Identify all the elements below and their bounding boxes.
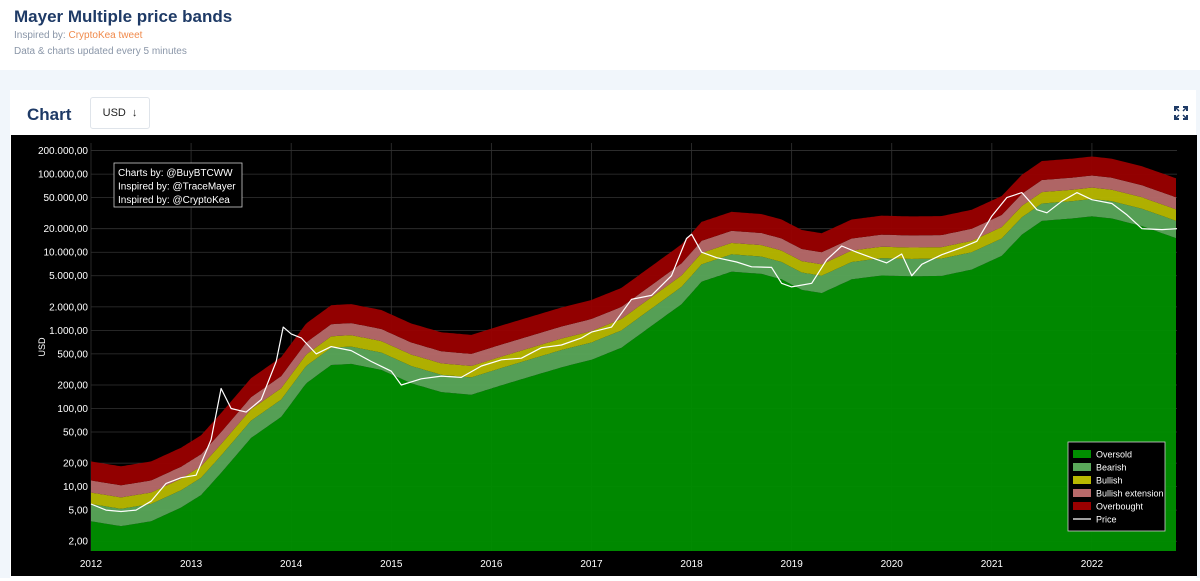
legend-label: Oversold [1096, 450, 1132, 460]
y-tick-label: 500,00 [57, 349, 88, 360]
chart-card-title: Chart [27, 105, 72, 124]
y-tick-label: 20.000,00 [44, 224, 89, 235]
annotation-line: Inspired by: @TraceMayer [118, 182, 236, 193]
x-tick-label: 2022 [1081, 559, 1104, 570]
page-title: Mayer Multiple price bands [14, 7, 233, 26]
legend-swatch [1073, 463, 1091, 471]
y-tick-label: 10,00 [63, 482, 88, 493]
currency-value: USD [102, 107, 126, 119]
inspired-by-line: Inspired by: CryptoKea tweet [14, 30, 142, 41]
legend: Oversold Bearish Bullish Bullish extension O… [1067, 441, 1166, 532]
legend-swatch [1073, 476, 1091, 484]
y-tick-label: 2,00 [69, 537, 89, 548]
x-tick-label: 2012 [80, 559, 103, 570]
inspired-by-prefix: Inspired by: [14, 30, 69, 41]
y-tick-label: 50,00 [63, 428, 88, 439]
x-tick-label: 2020 [881, 559, 904, 570]
x-tick-label: 2018 [680, 559, 703, 570]
y-tick-label: 5.000,00 [49, 271, 88, 282]
y-tick-label: 200,00 [57, 380, 88, 391]
y-tick-label: 100,00 [57, 404, 88, 415]
arrow-down-icon: ↓ [131, 107, 138, 119]
overbought-band [91, 156, 1176, 486]
legend-label: Bearish [1096, 463, 1127, 473]
oversold-band [91, 216, 1176, 552]
bearish-band [91, 199, 1176, 527]
price-line [90, 192, 1178, 513]
bullish-band [91, 187, 1176, 509]
y-tick-label: 2.000,00 [49, 302, 88, 313]
x-tick-label: 2019 [781, 559, 804, 570]
legend-swatch [1073, 450, 1091, 458]
y-tick-label: 10.000,00 [44, 248, 89, 259]
update-frequency-note: Data & charts updated every 5 minutes [14, 46, 187, 57]
y-tick-label: 1.000,00 [49, 326, 88, 337]
chart-svg: 2,00 5,00 10,00 20,00 50,00 100,00 200,00 500,0… [37, 143, 1178, 570]
x-tick-label: 2014 [280, 559, 303, 570]
legend-label: Bullish extension [1096, 489, 1164, 499]
y-tick-label: 5,00 [69, 506, 89, 517]
y-axis: 2,00 5,00 10,00 20,00 50,00 100,00 200,00 500,0… [38, 146, 88, 548]
y-tick-label: 200.000,00 [38, 146, 88, 157]
page-header: Mayer Multiple price bands Inspired by: … [0, 0, 1200, 70]
mayer-multiple-chart: 2,00 5,00 10,00 20,00 50,00 100,00 200,00 500,0… [11, 135, 1197, 576]
price-layer [90, 192, 1178, 513]
y-axis-label: USD [37, 337, 47, 357]
y-tick-label: 20,00 [63, 459, 88, 470]
x-tick-label: 2016 [480, 559, 503, 570]
bullish-extension-band [91, 175, 1176, 498]
bands [91, 156, 1176, 552]
legend-swatch [1073, 502, 1091, 510]
y-tick-label: 100.000,00 [38, 170, 88, 181]
x-tick-label: 2017 [580, 559, 603, 570]
chart-annotation: Charts by: @BuyBTCWW Inspired by: @TraceM… [113, 162, 243, 208]
legend-label: Overbought [1096, 502, 1144, 512]
fullscreen-icon[interactable] [1174, 106, 1188, 120]
y-tick-label: 50.000,00 [44, 193, 89, 204]
x-tick-label: 2013 [180, 559, 203, 570]
annotation-line: Inspired by: @CryptoKea [118, 195, 230, 206]
x-tick-label: 2021 [981, 559, 1004, 570]
currency-select[interactable]: USD ↓ [90, 97, 150, 129]
legend-label: Price [1096, 515, 1117, 525]
legend-label: Bullish [1096, 476, 1123, 486]
x-tick-label: 2015 [380, 559, 403, 570]
annotation-box [113, 162, 243, 208]
annotation-line: Charts by: @BuyBTCWW [118, 168, 233, 179]
x-axis: 2012 2013 2014 2015 2016 2017 2018 2019 2020 2021… [80, 559, 1104, 570]
cryptokea-tweet-link[interactable]: CryptoKea tweet [68, 30, 143, 41]
legend-swatch [1073, 489, 1091, 497]
